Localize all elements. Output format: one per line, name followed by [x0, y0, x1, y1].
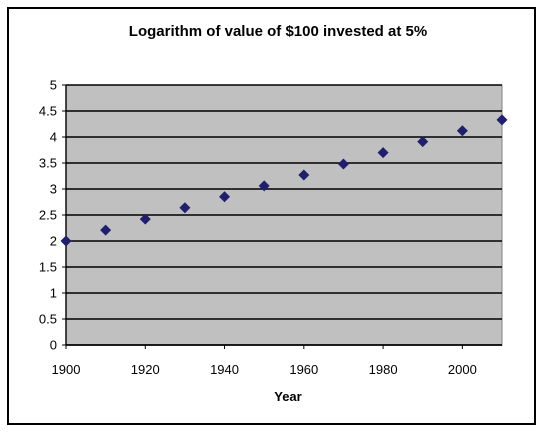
y-tick-labels: 0 0.5 1 1.5 2 2.5 3 3.5 4 4.5 5 — [39, 78, 66, 353]
data-points — [60, 114, 508, 247]
x-tick-labels: 1900 1920 1940 1960 1980 2000 — [52, 345, 477, 377]
x-tick-label: 2000 — [448, 362, 477, 377]
data-point-marker — [219, 191, 231, 203]
y-tick-label: 2 — [50, 234, 57, 249]
grid-lines — [66, 84, 502, 346]
x-tick-label: 1920 — [131, 362, 160, 377]
x-tick-label: 1940 — [210, 362, 239, 377]
y-tick-label: 4.5 — [39, 104, 57, 119]
data-point-marker — [179, 202, 191, 214]
data-point-marker — [100, 224, 112, 236]
data-point-marker — [417, 136, 429, 148]
y-tick-label: 1.5 — [39, 260, 57, 275]
y-tick-label: 1 — [50, 286, 57, 301]
y-tick-label: 3 — [50, 182, 57, 197]
data-point-marker — [258, 180, 270, 192]
y-tick-label: 4 — [50, 130, 57, 145]
y-tick-label: 2.5 — [39, 208, 57, 223]
data-point-marker — [139, 213, 151, 225]
y-tick-label: 0.5 — [39, 312, 57, 327]
data-point-marker — [456, 125, 468, 137]
chart-title: Logarithm of value of $100 invested at 5… — [129, 23, 427, 40]
data-point-marker — [377, 147, 389, 159]
y-tick-label: 0 — [50, 338, 57, 353]
x-tick-label: 1900 — [52, 362, 81, 377]
x-tick-label: 1960 — [289, 362, 318, 377]
data-point-marker — [298, 169, 310, 181]
x-tick-label: 1980 — [369, 362, 398, 377]
data-point-marker — [60, 235, 72, 247]
y-tick-label: 5 — [50, 78, 57, 93]
x-axis-label: Year — [274, 389, 301, 404]
data-point-marker — [496, 114, 508, 126]
y-tick-label: 3.5 — [39, 156, 57, 171]
data-point-marker — [337, 158, 349, 170]
